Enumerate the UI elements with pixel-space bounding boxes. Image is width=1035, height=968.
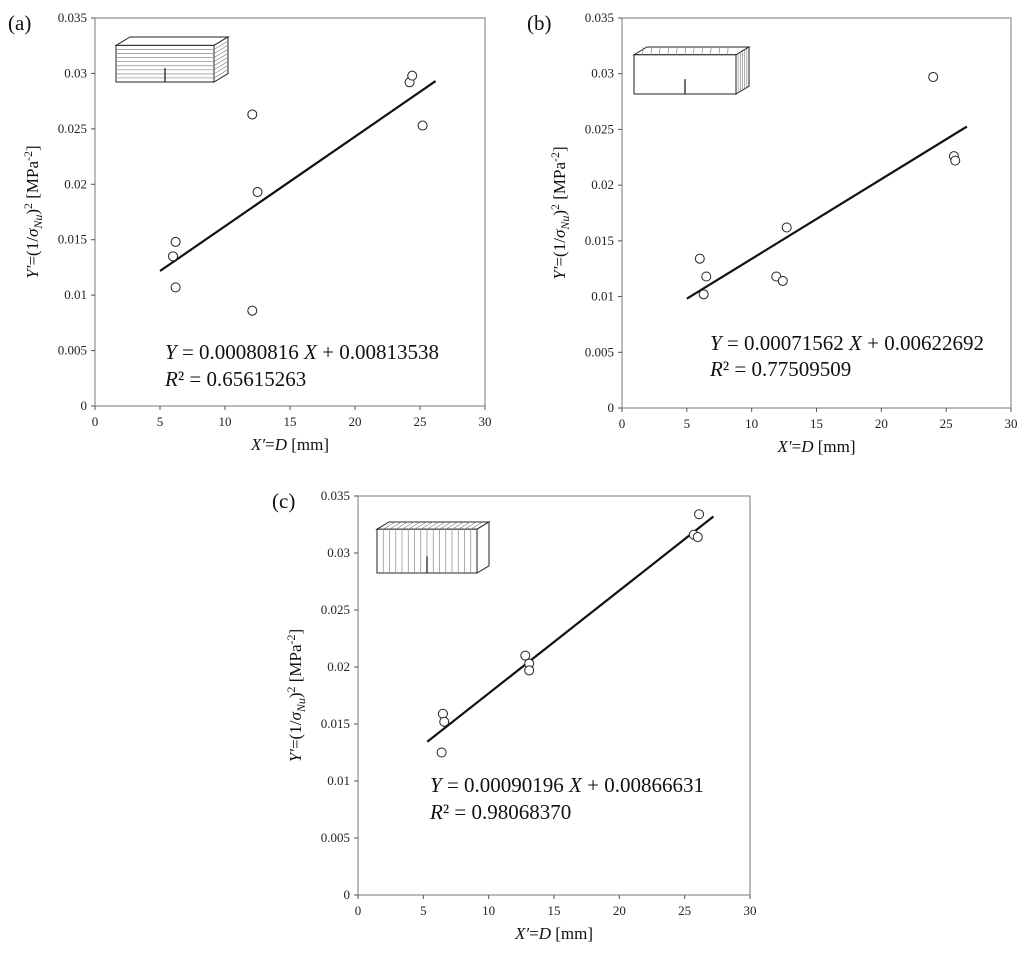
chart-panel-a: 0 0.005 0.01 0.015 0.02 0.025 0.03 0.035 0 5 10 15 2…	[8, 10, 492, 454]
y-tick-label: 0.025	[58, 121, 87, 136]
r-squared: R² = 0.77509509	[709, 357, 851, 381]
x-tick-label: 10	[745, 416, 758, 431]
y-tick-label: 0.005	[321, 830, 350, 845]
y-tick-label: 0.015	[58, 232, 87, 247]
y-tick-label: 0.005	[58, 343, 87, 358]
data-point	[252, 187, 263, 198]
data-point	[417, 120, 428, 131]
y-tick-label: 0	[81, 398, 88, 413]
x-tick-label: 30	[1005, 416, 1018, 431]
data-point	[694, 253, 705, 264]
trendline	[159, 80, 437, 272]
data-point	[777, 275, 788, 286]
chart-panel-c: 0 0.005 0.01 0.015 0.02 0.025 0.03 0.035 0 5 10 15 2…	[272, 488, 757, 943]
regression-equation: Y = 0.00090196 X + 0.00866631	[430, 773, 704, 797]
x-tick-label: 20	[875, 416, 888, 431]
y-tick-label: 0.01	[327, 773, 350, 788]
x-tick-label: 0	[619, 416, 626, 431]
data-point	[247, 109, 258, 120]
data-point	[439, 716, 450, 727]
r-squared: R² = 0.98068370	[429, 800, 571, 824]
x-tick-label: 25	[678, 903, 691, 918]
x-tick-label: 15	[810, 416, 823, 431]
x-tick-label: 5	[420, 903, 427, 918]
trendline	[426, 515, 715, 743]
data-point	[701, 271, 712, 282]
x-tick-label: 10	[219, 414, 232, 429]
y-axis-label: Y′=(1/σNu)2 [MPa-2]	[284, 629, 308, 762]
y-axis-label: Y′=(1/σNu)2 [MPa-2]	[21, 145, 45, 278]
y-tick-label: 0.035	[58, 10, 87, 25]
y-tick-label: 0.015	[321, 716, 350, 731]
data-point	[698, 289, 709, 300]
x-tick-label: 30	[744, 903, 757, 918]
chart-panel-b: 0 0.005 0.01 0.015 0.02 0.025 0.03 0.035 0 5 10 15 2…	[527, 10, 1018, 456]
regression-equation: Y = 0.00071562 X + 0.00622692	[710, 331, 984, 355]
y-tick-label: 0.03	[64, 65, 87, 80]
y-tick-label: 0.02	[327, 659, 350, 674]
data-point	[692, 532, 703, 543]
specimen-sketch-icon	[632, 46, 751, 95]
x-axis-label: X′=D [mm]	[514, 924, 593, 943]
data-point	[694, 509, 705, 520]
data-point	[524, 665, 535, 676]
y-tick-label: 0.03	[591, 66, 614, 81]
r-squared: R² = 0.65615263	[164, 367, 306, 391]
data-point	[928, 72, 939, 83]
data-point	[520, 650, 531, 661]
y-tick-label: 0.035	[585, 10, 614, 25]
y-tick-label: 0.005	[585, 344, 614, 359]
x-tick-label: 20	[613, 903, 626, 918]
x-tick-label: 0	[92, 414, 99, 429]
data-point	[436, 747, 447, 758]
panel-label: (b)	[527, 11, 552, 35]
data-point	[170, 282, 181, 293]
y-tick-label: 0.035	[321, 488, 350, 503]
y-axis-label: Y′=(1/σNu)2 [MPa-2]	[548, 146, 572, 279]
data-point	[168, 251, 178, 262]
panel-label: (c)	[272, 489, 295, 513]
data-point	[247, 305, 258, 316]
specimen-side-face	[213, 36, 229, 83]
data-point	[950, 155, 961, 166]
x-axis-label: X′=D [mm]	[776, 437, 855, 456]
y-tick-label: 0.01	[591, 289, 614, 304]
y-tick-label: 0.01	[64, 287, 87, 302]
y-tick-label: 0.025	[585, 121, 614, 136]
specimen-side-face	[476, 521, 490, 574]
data-point	[170, 236, 181, 247]
x-tick-label: 5	[684, 416, 691, 431]
x-tick-label: 25	[940, 416, 953, 431]
x-tick-label: 25	[414, 414, 427, 429]
y-tick-label: 0.03	[327, 545, 350, 560]
y-tick-label: 0.025	[321, 602, 350, 617]
y-tick-label: 0.02	[591, 177, 614, 192]
x-tick-label: 30	[479, 414, 492, 429]
data-point	[437, 708, 448, 719]
specimen-top-face	[114, 36, 230, 46]
data-point	[781, 222, 792, 233]
x-tick-label: 15	[284, 414, 297, 429]
panel-label: (a)	[8, 11, 31, 35]
regression-equation: Y = 0.00080816 X + 0.00813538	[165, 340, 439, 364]
trendline	[686, 125, 968, 300]
x-tick-label: 15	[548, 903, 561, 918]
x-tick-label: 20	[349, 414, 362, 429]
y-tick-label: 0	[344, 887, 351, 902]
specimen-sketch-icon	[375, 521, 491, 574]
x-tick-label: 5	[157, 414, 164, 429]
x-tick-label: 0	[355, 903, 362, 918]
specimen-sketch-icon	[114, 36, 230, 83]
y-tick-label: 0	[608, 400, 615, 415]
x-axis-label: X′=D [mm]	[250, 435, 329, 454]
x-tick-label: 10	[482, 903, 495, 918]
data-point	[407, 70, 418, 81]
y-tick-label: 0.02	[64, 176, 87, 191]
y-tick-label: 0.015	[585, 233, 614, 248]
